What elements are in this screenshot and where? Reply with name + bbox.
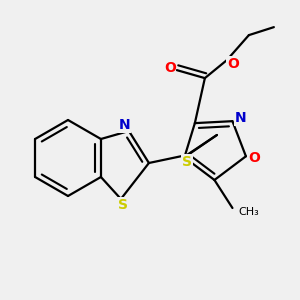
Text: CH₃: CH₃: [238, 207, 259, 217]
Text: S: S: [182, 155, 192, 169]
Text: O: O: [227, 57, 239, 71]
Text: O: O: [164, 61, 176, 75]
Text: O: O: [248, 151, 260, 165]
Text: N: N: [235, 111, 246, 125]
Text: N: N: [119, 118, 131, 132]
Text: S: S: [118, 198, 128, 212]
